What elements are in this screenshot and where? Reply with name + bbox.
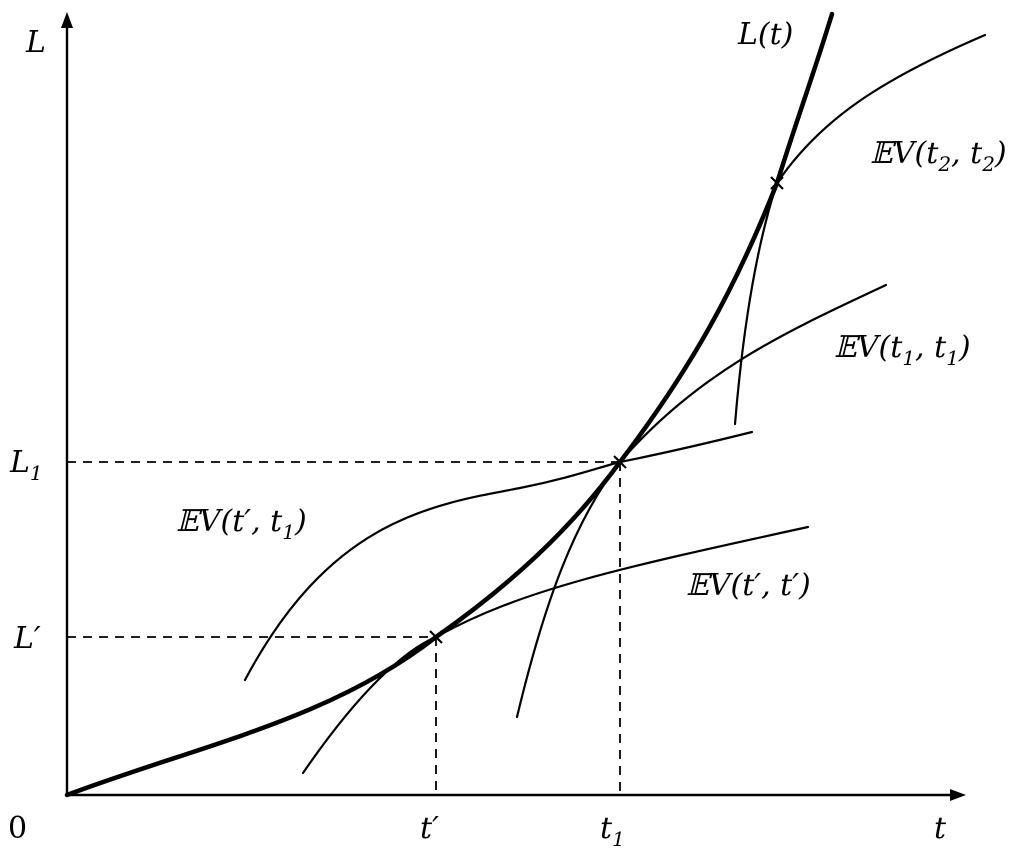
tick-label-Lprime: L′	[13, 621, 41, 656]
curve-ev-t1-t1	[515, 283, 888, 719]
curve-ev-tprime-tprime	[301, 525, 810, 775]
y-axis-arrowhead	[61, 12, 73, 28]
tick-label-L1: L1	[9, 445, 43, 485]
label-ev-tprime-tprime: 𝔼V(t′, t′)	[686, 568, 811, 603]
x-axis-label: t	[934, 811, 947, 846]
label-ev-tprime-t1: 𝔼V(t′, t1)	[176, 504, 307, 544]
marker-t1	[613, 455, 627, 469]
label-L-of-t: L(t)	[737, 17, 793, 52]
origin-label: 0	[8, 811, 27, 846]
tangency-markers	[429, 176, 784, 644]
marker-t2	[770, 176, 784, 190]
label-ev-t1-t1: 𝔼V(t1, t1)	[834, 330, 971, 370]
tick-label-t1: t1	[600, 811, 625, 848]
y-axis-label: L	[25, 25, 46, 60]
tick-label-tprime: t′	[420, 811, 439, 846]
label-ev-t2-t2: 𝔼V(t2, t2)	[870, 136, 1007, 176]
curve-ev-tprime-t1	[243, 430, 754, 682]
guide-lines	[67, 461, 621, 795]
axes	[61, 12, 966, 801]
marker-tprime	[429, 630, 443, 644]
curve-L-of-t	[64, 11, 835, 798]
x-axis-arrowhead	[950, 789, 966, 801]
